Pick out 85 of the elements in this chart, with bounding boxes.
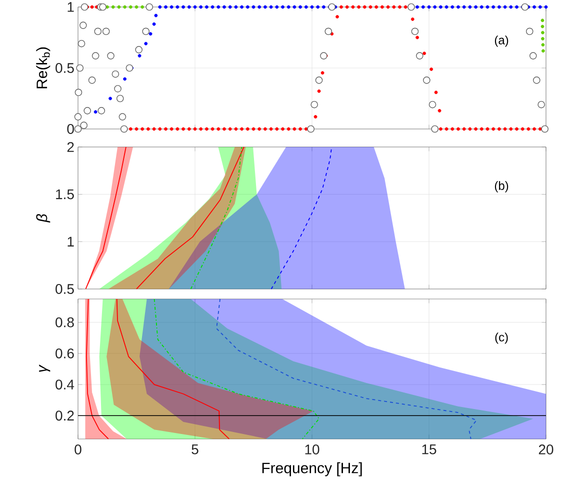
point: [423, 76, 430, 84]
y-tick-label: 0.5: [56, 63, 74, 73]
point: [111, 5, 115, 9]
point: [538, 100, 545, 108]
x-tick-label: 15: [422, 444, 436, 454]
point: [431, 125, 438, 133]
y-tick-label: 0: [67, 124, 74, 134]
point: [106, 5, 109, 9]
point: [416, 52, 424, 60]
point: [324, 28, 332, 36]
point: [80, 3, 88, 11]
point: [142, 28, 150, 36]
y-tick-label: 1.5: [56, 189, 74, 200]
point: [146, 3, 154, 11]
point: [135, 46, 142, 54]
point: [117, 5, 121, 9]
line-series: [136, 146, 244, 290]
point: [94, 28, 102, 36]
x-axis-title: Frequency [Hz]: [262, 462, 362, 476]
y-tick-label: 1: [68, 2, 74, 12]
point: [526, 28, 534, 36]
line-series: [86, 298, 109, 440]
x-tick-label: 0: [74, 444, 82, 454]
y-tick-label: 0.5: [56, 284, 74, 294]
y-axis-title: γ: [39, 364, 50, 372]
y-axis-title: β: [36, 214, 50, 223]
point: [541, 49, 545, 53]
point: [107, 52, 114, 60]
point: [74, 125, 82, 133]
y-axis-title: Re(k$_{b}$): [36, 47, 50, 88]
point: [320, 52, 328, 60]
line-series: [154, 298, 320, 440]
x-tick-label: 5: [192, 444, 198, 454]
point: [529, 52, 537, 60]
line-series: [116, 298, 230, 440]
point: [310, 100, 318, 108]
point: [102, 28, 110, 36]
point: [315, 76, 323, 84]
point: [112, 70, 120, 78]
point: [540, 24, 544, 28]
point: [80, 122, 88, 129]
annotation: (b): [494, 181, 508, 192]
point: [540, 18, 544, 22]
point: [128, 5, 132, 9]
line-series: [270, 146, 332, 290]
point: [126, 64, 134, 72]
point: [114, 85, 122, 92]
point: [80, 22, 87, 29]
line-series: [190, 146, 242, 290]
x-tick-label: 20: [538, 444, 554, 454]
point: [411, 28, 419, 36]
point: [120, 125, 128, 133]
y-tick-label: 2: [67, 142, 74, 152]
point: [541, 43, 545, 47]
line-series: [216, 298, 477, 440]
point: [307, 125, 314, 133]
x-tick-label: 10: [305, 444, 320, 454]
point: [116, 94, 124, 102]
annotation: (c): [495, 332, 508, 344]
point: [84, 107, 92, 114]
point: [521, 3, 529, 11]
point: [328, 3, 336, 11]
point: [408, 3, 415, 11]
y-tick-label: 0.2: [56, 410, 74, 421]
point: [123, 5, 127, 9]
point: [74, 113, 82, 120]
point: [140, 5, 144, 9]
point: [88, 76, 96, 84]
point: [541, 30, 544, 34]
point: [118, 113, 126, 120]
point: [92, 52, 100, 60]
point: [78, 40, 86, 48]
point: [428, 100, 436, 108]
y-tick-label: 0.6: [56, 348, 74, 358]
point: [74, 88, 82, 96]
point: [98, 107, 106, 114]
y-tick-label: 1: [68, 236, 74, 246]
annotation: (a): [494, 36, 508, 47]
point: [541, 37, 544, 40]
y-tick-label: 0.4: [56, 380, 74, 390]
point: [134, 5, 138, 9]
y-tick-label: 0.8: [56, 317, 74, 328]
point: [532, 76, 540, 84]
point: [541, 125, 548, 133]
point: [76, 64, 84, 72]
